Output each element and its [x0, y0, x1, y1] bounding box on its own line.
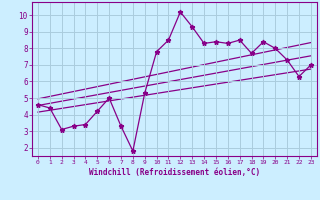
X-axis label: Windchill (Refroidissement éolien,°C): Windchill (Refroidissement éolien,°C): [89, 168, 260, 177]
